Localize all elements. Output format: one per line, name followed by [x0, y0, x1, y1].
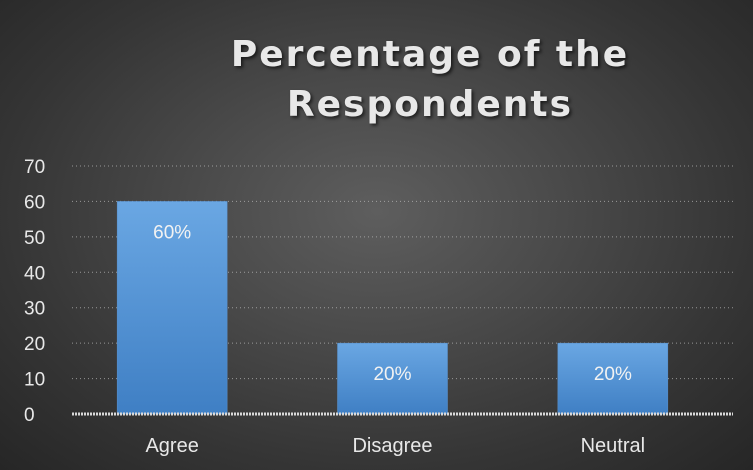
x-tick-label: Neutral: [581, 435, 645, 457]
y-tick-label: 40: [24, 263, 45, 284]
bar: [337, 342, 448, 415]
y-tick-label: 30: [24, 299, 45, 320]
data-label: 20%: [594, 364, 632, 385]
y-tick-label: 10: [24, 370, 45, 391]
x-tick-label: Disagree: [352, 435, 432, 457]
y-tick-label: 20: [24, 334, 45, 355]
y-tick-label: 0: [24, 405, 35, 426]
chart-title: Percentage of the Respondents: [230, 34, 630, 125]
bar: [116, 201, 228, 415]
x-tick-label: Agree: [145, 435, 198, 457]
data-label: 60%: [153, 222, 191, 243]
bar: [557, 342, 669, 415]
y-tick-label: 50: [24, 228, 45, 249]
y-tick-label: 60: [24, 192, 45, 213]
y-tick-label: 70: [24, 157, 45, 178]
data-label: 20%: [373, 364, 411, 385]
